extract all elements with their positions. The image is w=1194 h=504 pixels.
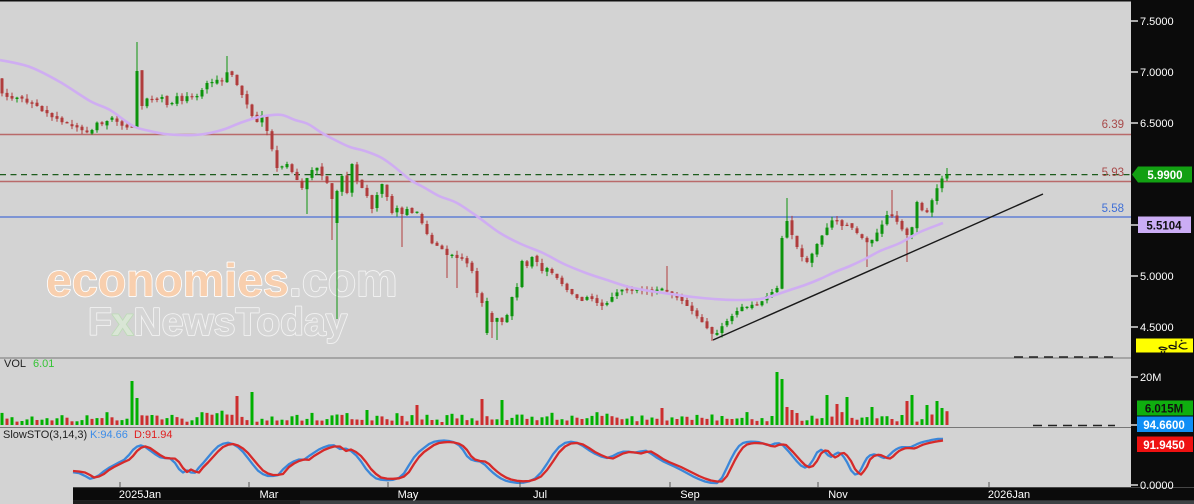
svg-text:20M: 20M: [1140, 372, 1161, 384]
svg-text:2026Jan: 2026Jan: [988, 489, 1030, 501]
svg-text:91.9450: 91.9450: [1143, 440, 1185, 452]
svg-text:4.5000: 4.5000: [1140, 322, 1174, 334]
svg-text:5.5104: 5.5104: [1146, 221, 1182, 233]
svg-text:94.6600: 94.6600: [1143, 420, 1185, 432]
svg-text:May: May: [398, 489, 419, 501]
svg-text:0.0000: 0.0000: [1140, 480, 1174, 492]
svg-text:5.58: 5.58: [1102, 203, 1124, 215]
svg-text:5.9900: 5.9900: [1147, 170, 1182, 182]
svg-text:5.93: 5.93: [1102, 167, 1124, 179]
svg-text:6.5000: 6.5000: [1140, 118, 1174, 130]
svg-text:7.5000: 7.5000: [1140, 16, 1174, 28]
svg-text:7.0000: 7.0000: [1140, 67, 1174, 79]
svg-text:6.39: 6.39: [1102, 119, 1124, 131]
svg-text:Jul: Jul: [533, 489, 547, 501]
svg-text:2025Jan: 2025Jan: [119, 489, 161, 501]
svg-text:Sep: Sep: [680, 489, 700, 501]
svg-text:FxNewsToday: FxNewsToday: [88, 301, 348, 344]
svg-text:6.015M: 6.015M: [1145, 404, 1183, 416]
svg-text:Nov: Nov: [828, 489, 848, 501]
svg-text:economies.com: economies.com: [46, 254, 397, 306]
svg-text:Mar: Mar: [260, 489, 279, 501]
svg-text:5.0000: 5.0000: [1140, 271, 1174, 283]
